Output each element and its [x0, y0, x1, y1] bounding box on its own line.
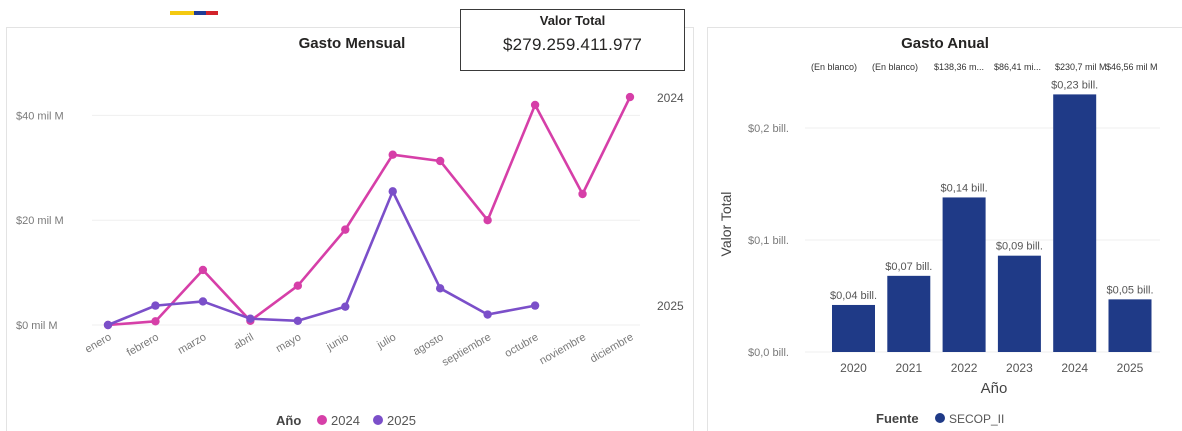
legend-label-2025: 2025: [387, 413, 416, 428]
monthly-x-tick-label: noviembre: [538, 331, 588, 367]
monthly-x-tick-label: marzo: [176, 331, 208, 357]
bar-2023: [997, 255, 1041, 352]
line-point-2025: [483, 310, 492, 319]
annual-top-label: (En blanco): [872, 62, 918, 72]
annual-top-label: (En blanco): [811, 62, 857, 72]
line-point-2024: [435, 156, 445, 166]
annual-x-axis-title: Año: [981, 380, 1008, 397]
line-point-2025: [198, 297, 208, 306]
line-point-2025: [341, 302, 350, 311]
monthly-y-tick-label: $20 mil M: [16, 215, 64, 227]
bar-2020: [832, 304, 875, 352]
flag-stripe: [170, 11, 218, 15]
bar-2024: [1053, 94, 1097, 353]
legend-marker-2024: [317, 415, 327, 425]
line-point-2024: [578, 189, 587, 199]
flag-yellow: [170, 11, 194, 15]
line-point-2024: [198, 265, 208, 275]
bar-data-label: $0,04 bill.: [830, 290, 877, 302]
total-value-label: Valor Total: [539, 13, 606, 28]
monthly-x-tick-label: junio: [324, 331, 351, 354]
monthly-x-tick-label: mayo: [274, 331, 303, 355]
line-point-2025: [388, 187, 397, 196]
monthly-y-tick-label: $40 mil M: [16, 110, 64, 122]
annual-y-tick-label: $0,2 bill.: [748, 123, 789, 135]
annual-chart-title: Gasto Anual: [901, 35, 989, 52]
monthly-chart-title: Gasto Mensual: [299, 35, 406, 52]
total-value-amount: $279.259.411.977: [502, 35, 643, 54]
line-point-2025: [530, 301, 540, 310]
bar-data-label: $0,14 bill.: [941, 182, 988, 194]
legend-marker-2025: [373, 415, 383, 425]
bar-2025: [1108, 299, 1152, 352]
line-point-2024: [483, 216, 492, 225]
bar-data-label: $0,09 bill.: [996, 241, 1043, 253]
annual-y-tick-label: $0,0 bill.: [748, 347, 789, 359]
line-series-2024: [107, 96, 632, 327]
line-point-2024: [341, 225, 350, 234]
annual-x-tick-label: 2025: [1117, 361, 1144, 375]
monthly-x-tick-label: febrero: [125, 331, 161, 359]
monthly-x-tick-label: octubre: [503, 331, 541, 360]
monthly-x-tick-label: abril: [232, 331, 256, 352]
annual-x-tick-label: 2021: [895, 361, 922, 375]
legend-label-secop: SECOP_II: [949, 412, 1004, 426]
bar-2021: [887, 275, 931, 352]
line-point-2025: [293, 316, 303, 326]
total-value-card: Valor Total $279.259.411.977: [460, 9, 685, 71]
annual-x-tick-label: 2020: [840, 361, 867, 375]
annual-x-tick-label: 2023: [1006, 361, 1033, 375]
bar-data-label: $0,23 bill.: [1051, 79, 1098, 91]
end-label-2024: 2024: [657, 91, 684, 105]
legend-marker-secop: [935, 413, 945, 423]
monthly-x-tick-label: septiembre: [440, 331, 493, 369]
annual-top-label: $46,56 mil M: [1106, 62, 1158, 72]
monthly-x-tick-label: agosto: [411, 331, 446, 358]
annual-top-label: $230,7 mil M: [1055, 62, 1107, 72]
annual-y-tick-label: $0,1 bill.: [748, 235, 789, 247]
line-point-2025: [435, 284, 445, 293]
line-point-2024: [625, 92, 635, 102]
annual-x-tick-label: 2022: [951, 361, 978, 375]
flag-red: [206, 11, 218, 15]
line-series-2025: [107, 190, 536, 327]
line-point-2024: [388, 150, 397, 159]
line-point-2024: [530, 100, 540, 110]
monthly-legend-title: Año: [276, 413, 301, 428]
monthly-x-tick-label: diciembre: [588, 331, 635, 365]
annual-x-tick-label: 2024: [1061, 361, 1088, 375]
end-label-2025: 2025: [657, 299, 684, 313]
legend-label-2024: 2024: [331, 413, 360, 428]
annual-legend-title: Fuente: [876, 411, 919, 426]
monthly-x-tick-label: enero: [83, 331, 113, 355]
line-point-2025: [151, 301, 160, 310]
monthly-y-tick-label: $0 mil M: [16, 320, 58, 332]
monthly-x-tick-label: julio: [374, 331, 398, 352]
monthly-spend-panel: [6, 27, 694, 431]
line-point-2025: [103, 320, 113, 330]
bar-data-label: $0,07 bill.: [885, 261, 932, 273]
line-point-2024: [151, 317, 160, 326]
annual-y-axis-title: Valor Total: [718, 192, 734, 257]
line-point-2024: [293, 281, 303, 290]
bar-data-label: $0,05 bill.: [1106, 284, 1153, 296]
flag-blue: [194, 11, 206, 15]
annual-top-label: $86,41 mi...: [994, 62, 1041, 72]
line-point-2025: [246, 314, 255, 323]
annual-top-label: $138,36 m...: [934, 62, 984, 72]
bar-2022: [942, 197, 986, 352]
